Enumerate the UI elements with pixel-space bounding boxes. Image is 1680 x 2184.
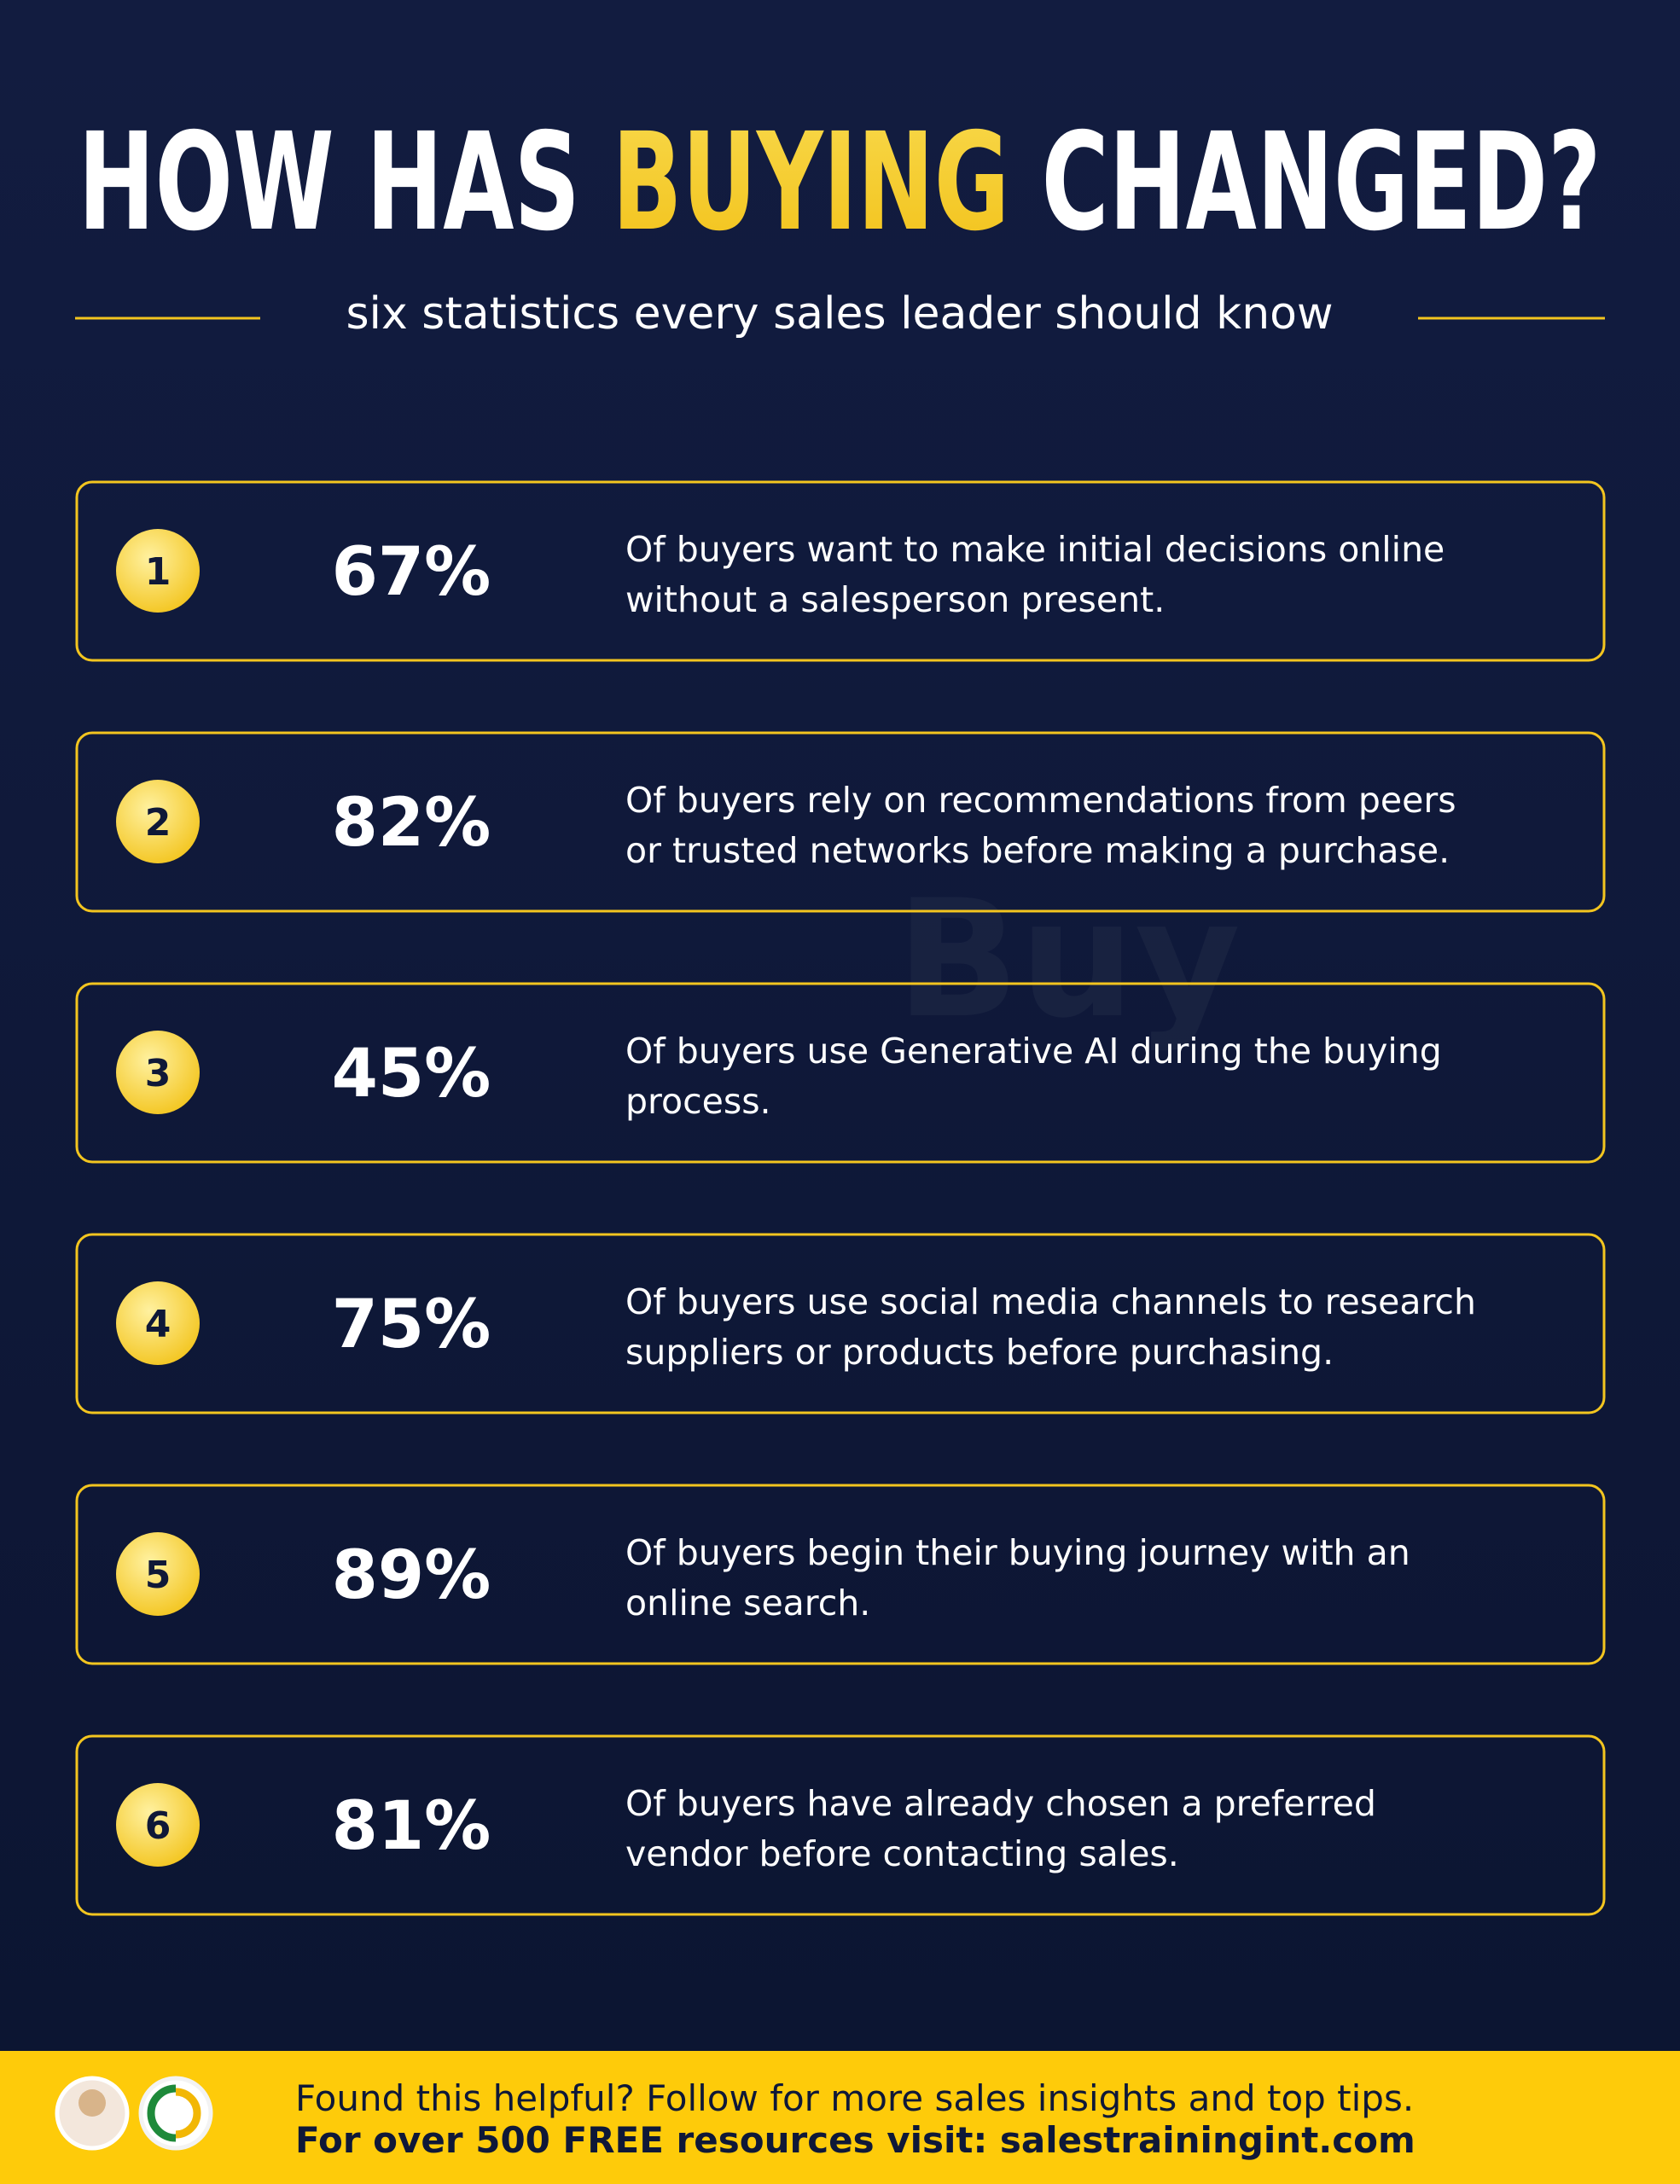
number-badge (116, 780, 200, 863)
stat-description: vendor before contacting sales. (625, 1833, 1179, 1874)
stat-description: Of buyers rely on recommendations from p… (625, 780, 1456, 821)
title-part: HOW HAS (78, 104, 579, 261)
stat-description: Of buyers want to make initial decisions… (625, 529, 1445, 570)
logo-mark (175, 2088, 201, 2139)
number-badge (116, 1031, 200, 1114)
stat-number: 3 (145, 1052, 171, 1095)
stat-card: 1 67% Of buyers want to make initial decis… (75, 480, 1606, 662)
title: HOW HAS BUYING CHANGED? (78, 104, 1601, 261)
number-badge (116, 529, 200, 613)
avatar-face (78, 2089, 106, 2117)
stat-number: 5 (145, 1554, 171, 1597)
stat-card: 2 82% Of buyers rely on recommendations fr… (75, 731, 1606, 913)
card-border (75, 982, 1606, 1164)
card-border (75, 480, 1606, 662)
stat-value: 67% (332, 534, 491, 611)
stat-value: 89% (332, 1537, 491, 1614)
stat-description: or trusted networks before making a purc… (625, 830, 1450, 871)
stat-description: without a salesperson present. (625, 579, 1165, 620)
footer-link[interactable]: For over 500 FREE resources visit: sales… (295, 2119, 1416, 2161)
stat-card: 3 45% Of buyers use Generative AI during t… (75, 982, 1606, 1164)
number-badge (116, 1281, 200, 1365)
stat-description: Of buyers use Generative AI during the b… (625, 1031, 1442, 1072)
number-badge (116, 1532, 200, 1616)
stat-card: 6 81% Of buyers have already chosen a pref… (75, 1734, 1606, 1916)
number-badge (116, 1783, 200, 1867)
card-border (75, 1233, 1606, 1414)
footer-text: Found this helpful? Follow for more sale… (295, 2077, 1414, 2119)
stat-description: online search. (625, 1583, 870, 1623)
stat-number: 2 (145, 801, 171, 845)
stat-value: 82% (332, 785, 491, 862)
title-highlight: BUYING (612, 104, 1009, 261)
stat-description: suppliers or products before purchasing. (625, 1332, 1334, 1373)
stat-number: 6 (145, 1804, 171, 1848)
stat-card: 4 75% Of buyers use social media channels … (75, 1233, 1606, 1414)
stat-description: process. (625, 1081, 771, 1122)
stat-value: 45% (332, 1036, 491, 1112)
card-border (75, 1734, 1606, 1916)
subtitle: six statistics every sales leader should… (346, 288, 1333, 340)
card-border (75, 731, 1606, 913)
stat-card: 5 89% Of buyers begin their buying journey… (75, 1484, 1606, 1665)
stat-description: Of buyers use social media channels to r… (625, 1281, 1476, 1322)
stat-value: 75% (332, 1287, 491, 1363)
logo-mark (147, 2084, 177, 2142)
stat-number: 4 (145, 1303, 171, 1346)
stat-description: Of buyers begin their buying journey wit… (625, 1532, 1410, 1573)
stats-list: 1 67% Of buyers want to make initial decis… (75, 480, 1606, 1916)
background-decoration: Buy (896, 865, 1241, 1054)
stat-value: 81% (332, 1788, 491, 1865)
stat-description: Of buyers have already chosen a preferre… (625, 1783, 1376, 1824)
background (0, 0, 1680, 2051)
footer-band (0, 2051, 1680, 2184)
stat-number: 1 (145, 550, 171, 594)
card-border (75, 1484, 1606, 1665)
title-part: CHANGED? (1042, 104, 1602, 261)
